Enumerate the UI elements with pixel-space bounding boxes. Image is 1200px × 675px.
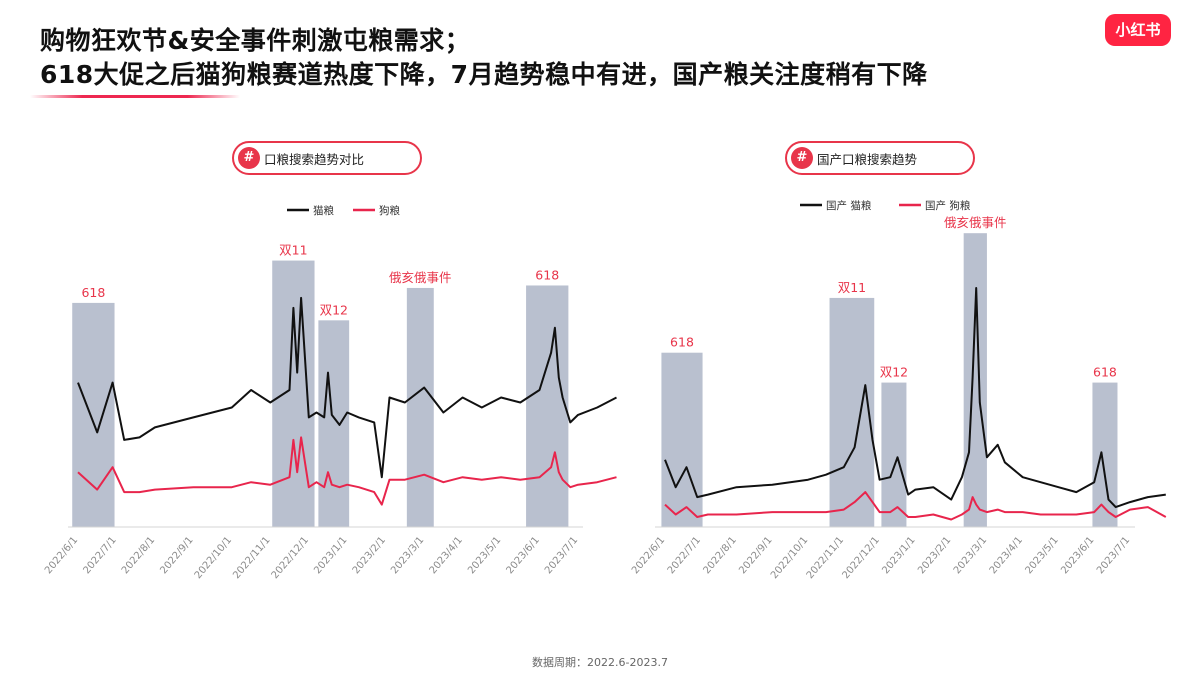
x-tick-label: 2022/8/1 [702, 535, 739, 576]
event-band-label: 俄亥俄事件 [944, 215, 1007, 230]
title-underline [30, 95, 240, 98]
legend-label: 国产 狗粮 [925, 199, 971, 212]
x-tick-label: 2023/6/1 [1059, 535, 1096, 576]
series-line-dog [77, 436, 617, 506]
x-tick-label: 2022/6/1 [630, 535, 667, 576]
chart-1-title: 口粮搜索趋势对比 [264, 151, 365, 167]
series-line-cat [77, 296, 617, 479]
event-band [72, 302, 115, 527]
x-tick-label: 2023/7/1 [1095, 535, 1132, 576]
event-band-label: 俄亥俄事件 [389, 270, 452, 285]
x-tick-label: 2023/3/1 [389, 535, 426, 576]
chart-1-title-pill: # 口粮搜索趋势对比 [232, 141, 422, 175]
title-line-1: 购物狂欢节&安全事件刺激屯粮需求； [40, 26, 471, 55]
x-tick-label: 2022/11/1 [231, 535, 272, 581]
event-band-label: 618 [670, 335, 694, 350]
x-tick-label: 2023/4/1 [428, 535, 465, 576]
x-tick-label: 2022/12/1 [841, 535, 882, 581]
page-title: 购物狂欢节&安全事件刺激屯粮需求； 618大促之后猫狗粮赛道热度下降，7月趋势稳… [40, 24, 928, 92]
legend-label: 猫粮 [313, 204, 334, 217]
x-tick-label: 2023/6/1 [505, 535, 542, 576]
event-band [318, 320, 350, 527]
hash-icon: # [791, 147, 813, 169]
title-line-2: 618大促之后猫狗粮赛道热度下降，7月趋势稳中有进，国产粮关注度稍有下降 [40, 60, 928, 89]
event-band [1092, 382, 1118, 527]
series-line-cat [664, 287, 1166, 509]
event-band [963, 233, 987, 527]
event-band [661, 352, 703, 527]
event-band-label: 双12 [320, 302, 348, 317]
x-tick-label: 2023/1/1 [312, 535, 349, 576]
data-period-note: 数据周期：2022.6-2023.7 [532, 656, 668, 669]
x-tick-label: 2022/7/1 [81, 535, 118, 576]
event-band [829, 297, 875, 527]
x-tick-label: 2023/5/1 [466, 535, 503, 576]
chart-2-title-pill: # 国产口粮搜索趋势 [785, 141, 975, 175]
chart-2-title: 国产口粮搜索趋势 [817, 151, 918, 167]
x-tick-label: 2022/10/1 [193, 535, 234, 581]
x-tick-label: 2022/9/1 [158, 535, 195, 576]
series-line-dog [664, 491, 1167, 521]
x-tick-label: 2023/2/1 [351, 535, 388, 576]
event-band [406, 287, 434, 527]
event-band-label: 双12 [880, 365, 908, 380]
x-tick-label: 2022/7/1 [666, 535, 703, 576]
x-tick-label: 2023/1/1 [880, 535, 917, 576]
legend-label: 国产 猫粮 [826, 199, 872, 212]
event-band [526, 285, 569, 527]
event-band-label: 618 [81, 285, 105, 300]
x-tick-label: 2023/4/1 [988, 535, 1025, 576]
x-tick-label: 2023/3/1 [952, 535, 989, 576]
event-band-label: 618 [1093, 365, 1117, 380]
x-tick-label: 2022/9/1 [737, 535, 774, 576]
legend-label: 狗粮 [379, 204, 400, 217]
x-tick-label: 2022/6/1 [43, 535, 80, 576]
x-tick-label: 2023/2/1 [916, 535, 953, 576]
x-tick-label: 2023/7/1 [543, 535, 580, 576]
event-band [881, 382, 907, 527]
event-band-label: 618 [535, 267, 559, 282]
x-tick-label: 2022/12/1 [270, 535, 311, 581]
hash-icon: # [238, 147, 260, 169]
x-tick-label: 2023/5/1 [1023, 535, 1060, 576]
event-band-label: 双11 [279, 243, 307, 258]
x-tick-label: 2022/8/1 [120, 535, 157, 576]
event-band-label: 双11 [838, 280, 866, 295]
xiaohongshu-logo: 小红书 [1105, 14, 1171, 46]
